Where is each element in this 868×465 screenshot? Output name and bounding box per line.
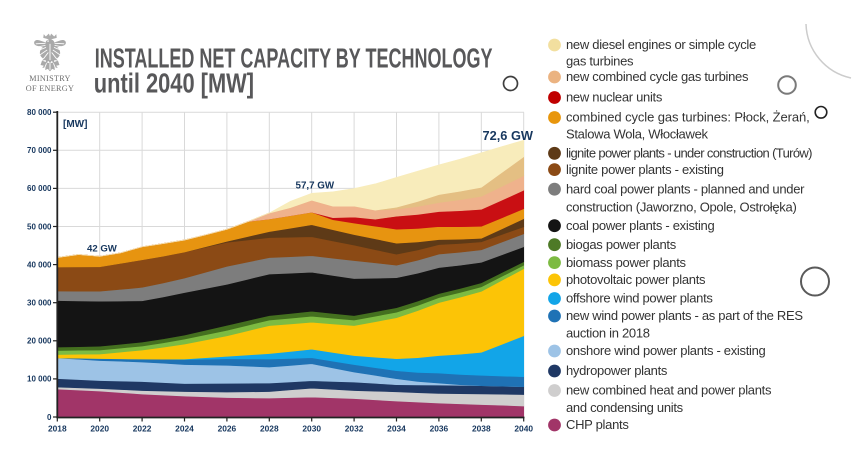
svg-text:until 2040 [MW]: until 2040 [MW] bbox=[94, 69, 254, 99]
svg-text:photovoltaic power plants: photovoltaic power plants bbox=[566, 272, 706, 287]
svg-text:construction (Jaworzno, Opole,: construction (Jaworzno, Opole, Ostrołęka… bbox=[566, 199, 796, 214]
svg-text:2030: 2030 bbox=[302, 423, 321, 433]
svg-text:new wind power plants - as par: new wind power plants - as part of the R… bbox=[566, 308, 803, 323]
svg-text:10 000: 10 000 bbox=[27, 375, 52, 384]
svg-text:offshore wind power plants: offshore wind power plants bbox=[566, 291, 713, 306]
svg-text:2028: 2028 bbox=[260, 423, 279, 433]
svg-text:2026: 2026 bbox=[218, 423, 237, 433]
svg-text:2032: 2032 bbox=[345, 423, 364, 433]
svg-text:60 000: 60 000 bbox=[27, 184, 52, 193]
svg-text:gas turbines: gas turbines bbox=[566, 54, 634, 69]
svg-text:lignite power plants - under c: lignite power plants - under constructio… bbox=[566, 146, 812, 161]
svg-text:42 GW: 42 GW bbox=[87, 244, 118, 255]
svg-text:70 000: 70 000 bbox=[27, 146, 52, 155]
svg-text:[MW]: [MW] bbox=[63, 119, 87, 130]
svg-text:2034: 2034 bbox=[387, 423, 406, 433]
svg-text:hydropower plants: hydropower plants bbox=[566, 363, 668, 378]
svg-text:2038: 2038 bbox=[472, 423, 491, 433]
svg-text:onshore wind power plants - ex: onshore wind power plants - existing bbox=[566, 343, 766, 358]
svg-text:30 000: 30 000 bbox=[27, 299, 52, 308]
svg-text:72,6 GW: 72,6 GW bbox=[483, 128, 534, 143]
svg-text:auction in 2018: auction in 2018 bbox=[566, 326, 650, 341]
svg-text:Stalowa Wola, Włocławek: Stalowa Wola, Włocławek bbox=[566, 127, 708, 142]
svg-text:hard coal power plants - plann: hard coal power plants - planned and und… bbox=[566, 181, 805, 196]
svg-text:and condensing units: and condensing units bbox=[566, 400, 684, 415]
svg-text:INSTALLED NET CAPACITY BY TECH: INSTALLED NET CAPACITY BY TECHNOLOGY bbox=[95, 43, 493, 74]
svg-text:biogas power plants: biogas power plants bbox=[566, 237, 677, 252]
svg-text:2018: 2018 bbox=[48, 423, 67, 433]
svg-text:CHP plants: CHP plants bbox=[566, 417, 629, 432]
svg-text:2020: 2020 bbox=[90, 423, 109, 433]
svg-text:biomass power plants: biomass power plants bbox=[566, 255, 687, 270]
svg-text:20 000: 20 000 bbox=[27, 337, 52, 346]
svg-text:new combined cycle gas turbine: new combined cycle gas turbines bbox=[566, 69, 749, 84]
svg-text:MINISTRY: MINISTRY bbox=[29, 74, 71, 83]
svg-text:0: 0 bbox=[47, 413, 52, 422]
svg-text:new diesel engines or simple c: new diesel engines or simple cycle bbox=[566, 37, 756, 52]
svg-text:40 000: 40 000 bbox=[27, 260, 52, 269]
svg-text:coal power plants - existing: coal power plants - existing bbox=[566, 218, 714, 233]
svg-text:lignite power plants - existin: lignite power plants - existing bbox=[566, 162, 724, 177]
svg-text:2036: 2036 bbox=[430, 423, 449, 433]
svg-text:combined cycle gas turbines: P: combined cycle gas turbines: Płock, Żera… bbox=[566, 110, 810, 125]
svg-text:new nuclear units: new nuclear units bbox=[566, 90, 663, 105]
svg-text:new combined heat and power pl: new combined heat and power plants bbox=[566, 383, 772, 398]
svg-text:2024: 2024 bbox=[175, 423, 194, 433]
svg-text:2022: 2022 bbox=[133, 423, 152, 433]
svg-text:2040: 2040 bbox=[514, 423, 533, 433]
svg-text:50 000: 50 000 bbox=[27, 222, 52, 231]
svg-text:57,7 GW: 57,7 GW bbox=[296, 181, 335, 192]
svg-text:80 000: 80 000 bbox=[27, 108, 52, 117]
svg-text:OF ENERGY: OF ENERGY bbox=[26, 84, 74, 93]
